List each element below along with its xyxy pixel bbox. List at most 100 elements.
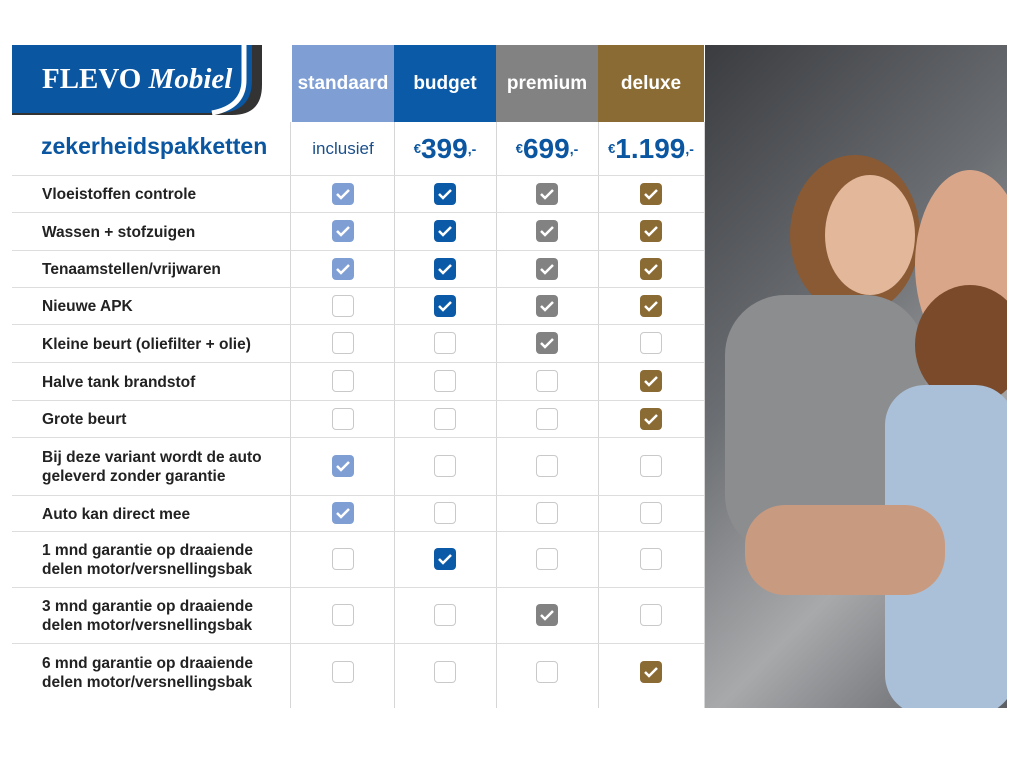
checkbox-deluxe bbox=[640, 182, 662, 205]
price-value: 399 bbox=[420, 132, 468, 164]
table-row: Grote beurt bbox=[12, 400, 704, 438]
check-icon bbox=[644, 376, 658, 387]
currency: € bbox=[608, 141, 616, 156]
check-icon bbox=[540, 300, 554, 312]
table-row: Vloeistoffen controle bbox=[12, 175, 704, 213]
checkbox-premium bbox=[536, 455, 558, 477]
checkbox-standaard bbox=[332, 407, 354, 430]
checkbox-deluxe bbox=[640, 370, 662, 392]
checkbox-standaard bbox=[332, 604, 354, 626]
feature-label: 3 mnd garantie op draaiende delen motor/… bbox=[42, 598, 254, 634]
price-value: 1.199 bbox=[615, 132, 686, 164]
feature-label: Vloeistoffen controle bbox=[42, 186, 197, 203]
feature-label: Nieuwe APK bbox=[42, 298, 133, 315]
checkbox-budget bbox=[434, 660, 456, 683]
checkbox-standaard bbox=[332, 455, 354, 477]
checkbox-budget bbox=[434, 604, 456, 626]
price-value: 699 bbox=[522, 132, 570, 164]
checkbox-premium bbox=[536, 220, 558, 242]
checkbox-budget bbox=[434, 502, 456, 524]
price-suffix: ,- bbox=[685, 140, 694, 157]
feature-label: Kleine beurt (oliefilter + olie) bbox=[42, 335, 251, 353]
feature-label: Tenaamstellen/vrijwaren bbox=[42, 261, 221, 278]
check-icon bbox=[438, 300, 452, 312]
checkbox-budget bbox=[434, 257, 456, 280]
price-suffix: ,- bbox=[569, 140, 579, 157]
check-icon bbox=[540, 610, 554, 621]
price-standaard: inclusief bbox=[312, 138, 374, 158]
check-icon bbox=[644, 263, 658, 275]
checkbox-budget bbox=[434, 182, 456, 205]
feature-label: Wassen + stofzuigen bbox=[42, 223, 196, 241]
table-row: Kleine beurt (oliefilter + olie) bbox=[12, 324, 704, 363]
checkbox-deluxe bbox=[640, 660, 662, 683]
check-icon bbox=[336, 188, 350, 200]
check-icon bbox=[644, 188, 658, 200]
check-icon bbox=[336, 226, 350, 237]
page-title: zekerheidspakketten bbox=[41, 133, 268, 159]
checkbox-standaard bbox=[332, 294, 354, 317]
checkbox-budget bbox=[434, 548, 456, 570]
checkbox-deluxe bbox=[640, 257, 662, 280]
check-icon bbox=[644, 413, 658, 425]
check-icon bbox=[644, 666, 658, 678]
check-icon bbox=[336, 263, 350, 275]
checkbox-premium bbox=[536, 548, 558, 570]
currency: € bbox=[413, 141, 421, 156]
couple-in-car-photo bbox=[705, 45, 1007, 708]
checkbox-premium bbox=[536, 370, 558, 392]
checkbox-deluxe bbox=[640, 548, 662, 570]
checkbox-budget bbox=[434, 455, 456, 477]
checkbox-deluxe bbox=[640, 407, 662, 430]
checkbox-budget bbox=[434, 332, 456, 354]
check-icon bbox=[644, 300, 658, 312]
flevo-mobiel-logo: FLEVO Mobiel bbox=[12, 45, 268, 116]
check-icon bbox=[336, 461, 350, 472]
feature-label: Grote beurt bbox=[42, 411, 127, 428]
table-row: Tenaamstellen/vrijwaren bbox=[12, 250, 704, 288]
price-budget: €399 ,- bbox=[394, 122, 496, 175]
table-row: 1 mnd garantie op draaiende delen motor/… bbox=[12, 531, 704, 588]
checkbox-standaard bbox=[332, 220, 354, 242]
table-row: Bij deze variant wordt de auto geleverd … bbox=[12, 437, 704, 496]
feature-label: 6 mnd garantie op draaiende delen motor/… bbox=[42, 654, 254, 691]
feature-label: 1 mnd garantie op draaiende delen motor/… bbox=[42, 542, 254, 578]
checkbox-standaard bbox=[332, 548, 354, 570]
checkbox-deluxe bbox=[640, 220, 662, 242]
checkbox-budget bbox=[434, 407, 456, 430]
checkbox-premium bbox=[536, 182, 558, 205]
logo-sub: Mobiel bbox=[148, 63, 233, 95]
check-icon bbox=[540, 188, 554, 200]
checkbox-deluxe bbox=[640, 332, 662, 354]
price-deluxe: €1.199 ,- bbox=[598, 122, 704, 175]
check-icon bbox=[336, 508, 350, 519]
checkbox-premium bbox=[536, 502, 558, 524]
check-icon bbox=[438, 226, 452, 237]
logo-brand: FLEVO bbox=[42, 63, 142, 95]
table-row: Nieuwe APK bbox=[12, 287, 704, 325]
header-deluxe: deluxe bbox=[598, 45, 704, 122]
checkbox-premium bbox=[536, 660, 558, 683]
checkbox-standaard bbox=[332, 257, 354, 280]
price-suffix: ,- bbox=[467, 140, 477, 157]
check-icon bbox=[438, 188, 452, 200]
checkbox-standaard bbox=[332, 182, 354, 205]
checkbox-premium bbox=[536, 332, 558, 354]
checkbox-budget bbox=[434, 370, 456, 392]
checkbox-budget bbox=[434, 220, 456, 242]
checkbox-standaard bbox=[332, 370, 354, 392]
check-icon bbox=[438, 263, 452, 275]
check-icon bbox=[540, 263, 554, 275]
checkbox-premium bbox=[536, 294, 558, 317]
table-row: 3 mnd garantie op draaiende delen motor/… bbox=[12, 587, 704, 644]
table-row: Auto kan direct mee bbox=[12, 495, 704, 532]
checkbox-deluxe bbox=[640, 455, 662, 477]
price-premium: €699 ,- bbox=[496, 122, 598, 175]
table-row: 6 mnd garantie op draaiende delen motor/… bbox=[12, 643, 704, 701]
check-icon bbox=[438, 554, 452, 565]
header-standaard: standaard bbox=[292, 45, 394, 122]
feature-label: Bij deze variant wordt de auto geleverd … bbox=[42, 449, 262, 485]
feature-label: Auto kan direct mee bbox=[42, 505, 191, 523]
checkbox-deluxe bbox=[640, 604, 662, 626]
checkbox-deluxe bbox=[640, 294, 662, 317]
